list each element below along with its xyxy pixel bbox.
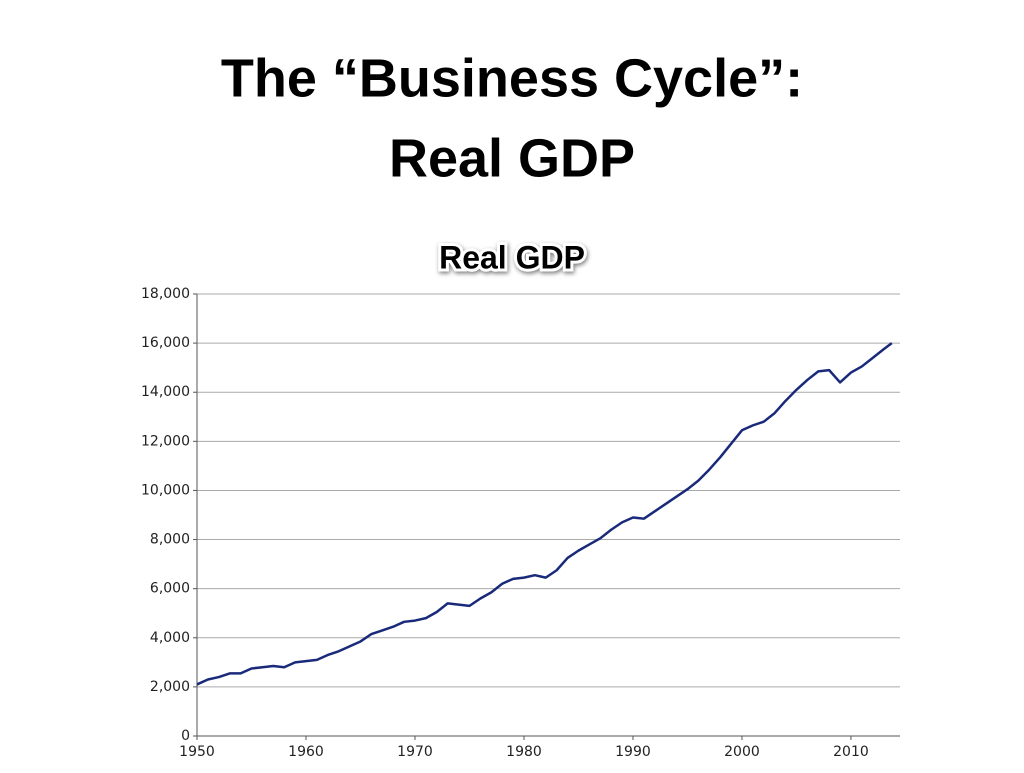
y-tick-label: 16,000 (141, 335, 190, 351)
chart-title: Real GDP (439, 239, 585, 275)
x-tick-label: 1980 (506, 744, 542, 760)
slide-title: Real GDP (389, 128, 635, 188)
data-line (196, 342, 893, 686)
y-tick-label: 18,000 (141, 286, 190, 302)
x-tick-label: 2000 (724, 744, 760, 760)
x-tick-label: 1970 (397, 744, 433, 760)
y-tick-label: 4,000 (150, 630, 190, 646)
x-tick-label: 1990 (615, 744, 651, 760)
y-tick-label: 12,000 (141, 433, 190, 449)
y-tick-label: 10,000 (141, 482, 190, 498)
x-tick-label: 1960 (288, 744, 324, 760)
x-tick-label: 2010 (833, 744, 869, 760)
y-tick-label: 0 (181, 728, 190, 744)
y-tick-label: 14,000 (141, 384, 190, 400)
y-tick-label: 6,000 (150, 581, 190, 597)
y-tick-label: 2,000 (150, 679, 190, 695)
slide-title: The “Business Cycle”: (221, 48, 803, 108)
x-tick-label: 1950 (179, 744, 215, 760)
y-tick-label: 8,000 (150, 532, 190, 548)
